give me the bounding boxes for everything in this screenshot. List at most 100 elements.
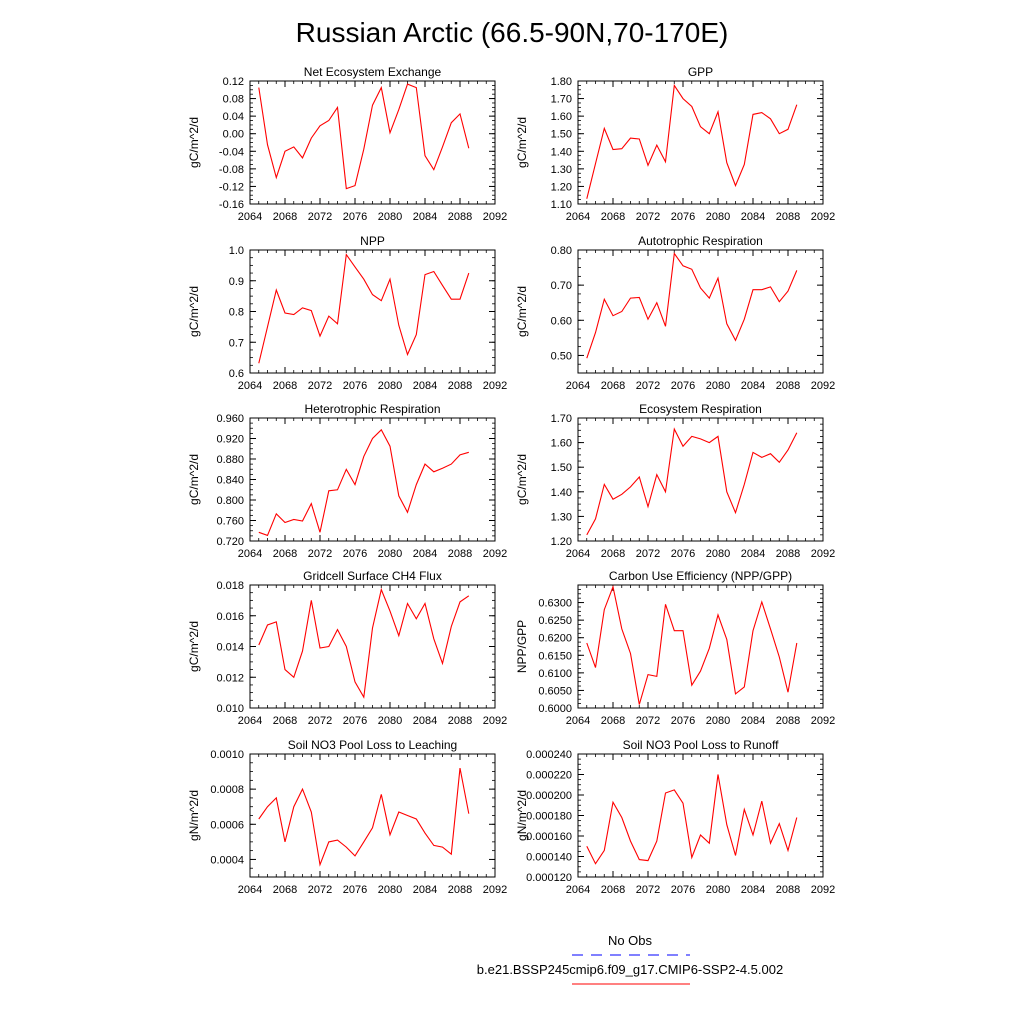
x-tick-label: 2084: [413, 715, 437, 727]
x-tick-label: 2092: [811, 548, 835, 560]
y-axis-label: gC/m^2/d: [187, 286, 201, 337]
x-tick-label: 2088: [448, 548, 472, 560]
series-line: [586, 83, 798, 199]
x-tick-label: 2084: [741, 884, 765, 896]
chart-title: Heterotrophic Respiration: [304, 402, 440, 416]
series-line: [258, 83, 470, 190]
x-tick-label: 2068: [273, 211, 297, 223]
x-tick-label: 2080: [706, 548, 730, 560]
x-tick-label: 2088: [776, 211, 800, 223]
x-tick-label: 2064: [238, 548, 262, 560]
chart-panel: Ecosystem Respiration 2064 2068 2072 2076 208…: [515, 402, 835, 560]
y-tick-label: 0.000180: [526, 811, 572, 823]
y-tick-label: 0.8: [229, 307, 244, 319]
x-tick-label: 2092: [483, 715, 507, 727]
series-line: [586, 584, 798, 705]
x-tick-label: 2084: [741, 715, 765, 727]
y-tick-label: 0.000120: [526, 872, 572, 884]
chart-panel: Carbon Use Efficiency (NPP/GPP) 2064 2068 2…: [515, 569, 835, 727]
plot-frame: [577, 753, 824, 878]
y-tick-label: 0.6300: [538, 598, 572, 610]
plot-frame: [577, 249, 824, 374]
chart-title: Net Ecosystem Exchange: [304, 65, 442, 79]
series-line: [586, 427, 798, 536]
chart-title: GPP: [688, 65, 713, 79]
y-tick-label: 1.60: [551, 438, 572, 450]
y-tick-label: 0.70: [551, 280, 572, 292]
x-tick-label: 2084: [413, 211, 437, 223]
y-tick-label: 1.20: [551, 181, 572, 193]
y-tick-label: 0.800: [216, 495, 244, 507]
y-tick-label: -0.12: [219, 181, 244, 193]
y-tick-label: 0.720: [216, 536, 244, 548]
y-tick-label: 0.6200: [538, 633, 572, 645]
y-axis-label: gC/m^2/d: [515, 286, 529, 337]
plot-frame: [577, 584, 824, 709]
y-tick-label: 0.6000: [538, 703, 572, 715]
y-tick-label: 0.010: [216, 703, 244, 715]
chart-panel: Gridcell Surface CH4 Flux 2064 2068 2072 207…: [187, 569, 507, 727]
x-tick-label: 2068: [601, 715, 625, 727]
y-tick-label: 1.70: [551, 413, 572, 425]
x-tick-label: 2088: [448, 715, 472, 727]
legend-label-model: b.e21.BSSP245cmip6.f09_g17.CMIP6-SSP2-4.…: [477, 962, 783, 977]
y-tick-label: 0.0010: [210, 749, 244, 761]
y-tick-label: 0.000140: [526, 852, 572, 864]
x-tick-label: 2080: [706, 884, 730, 896]
x-tick-label: 2076: [671, 380, 695, 392]
y-tick-label: 0.018: [216, 580, 244, 592]
x-tick-label: 2080: [378, 548, 402, 560]
chart-title: Ecosystem Respiration: [639, 402, 762, 416]
x-tick-label: 2084: [741, 548, 765, 560]
plot-frame: [577, 80, 824, 205]
y-tick-label: 1.40: [551, 146, 572, 158]
x-tick-label: 2080: [378, 884, 402, 896]
x-tick-label: 2072: [636, 715, 660, 727]
plot-frame: [249, 417, 496, 542]
x-tick-label: 2080: [706, 380, 730, 392]
y-tick-label: 1.0: [229, 245, 244, 257]
chart-panel: Soil NO3 Pool Loss to Runoff 2064 2068 2072…: [515, 738, 835, 896]
x-tick-label: 2068: [273, 715, 297, 727]
x-tick-label: 2072: [636, 884, 660, 896]
y-tick-label: 0.7: [229, 337, 244, 349]
chart-title: Soil NO3 Pool Loss to Leaching: [288, 738, 457, 752]
y-tick-label: -0.08: [219, 164, 244, 176]
x-tick-label: 2072: [636, 548, 660, 560]
y-tick-label: -0.04: [219, 146, 244, 158]
y-tick-label: 0.08: [223, 94, 244, 106]
x-tick-label: 2088: [448, 884, 472, 896]
x-tick-label: 2088: [776, 548, 800, 560]
chart-panel: NPP 2064 2068 2072 2076 2080 2084 2088 2092 0.6 0.…: [187, 234, 507, 392]
x-tick-label: 2068: [273, 884, 297, 896]
y-axis-label: NPP/GPP: [515, 620, 529, 673]
y-tick-label: 0.6100: [538, 668, 572, 680]
series-line: [586, 774, 798, 865]
chart-panel: GPP 2064 2068 2072 2076 2080 2084 2088 2092 1.10 1…: [515, 65, 835, 223]
x-tick-label: 2076: [343, 715, 367, 727]
legend: No Obs b.e21.BSSP245cmip6.f09_g17.CMIP6-…: [477, 933, 783, 985]
x-tick-label: 2092: [483, 380, 507, 392]
y-tick-label: 0.000220: [526, 770, 572, 782]
x-tick-label: 2084: [413, 548, 437, 560]
plot-frame: [249, 584, 496, 709]
plot-frame: [249, 80, 496, 205]
x-tick-label: 2076: [671, 715, 695, 727]
x-tick-label: 2068: [601, 211, 625, 223]
y-tick-label: 0.6150: [538, 650, 572, 662]
chart-panels: Net Ecosystem Exchange 2064 2068 2072 2076 20…: [187, 65, 835, 896]
x-tick-label: 2072: [308, 548, 332, 560]
x-tick-label: 2076: [671, 548, 695, 560]
x-tick-label: 2092: [483, 884, 507, 896]
y-tick-label: 0.014: [216, 642, 244, 654]
y-tick-label: 0.12: [223, 76, 244, 88]
y-axis-label: gN/m^2/d: [187, 790, 201, 841]
y-tick-label: 0.760: [216, 516, 244, 528]
x-tick-label: 2064: [566, 380, 590, 392]
y-tick-label: 0.960: [216, 413, 244, 425]
x-tick-label: 2080: [378, 715, 402, 727]
x-tick-label: 2072: [636, 211, 660, 223]
y-tick-label: 0.04: [223, 111, 244, 123]
x-tick-label: 2088: [448, 211, 472, 223]
y-tick-label: 0.6050: [538, 685, 572, 697]
